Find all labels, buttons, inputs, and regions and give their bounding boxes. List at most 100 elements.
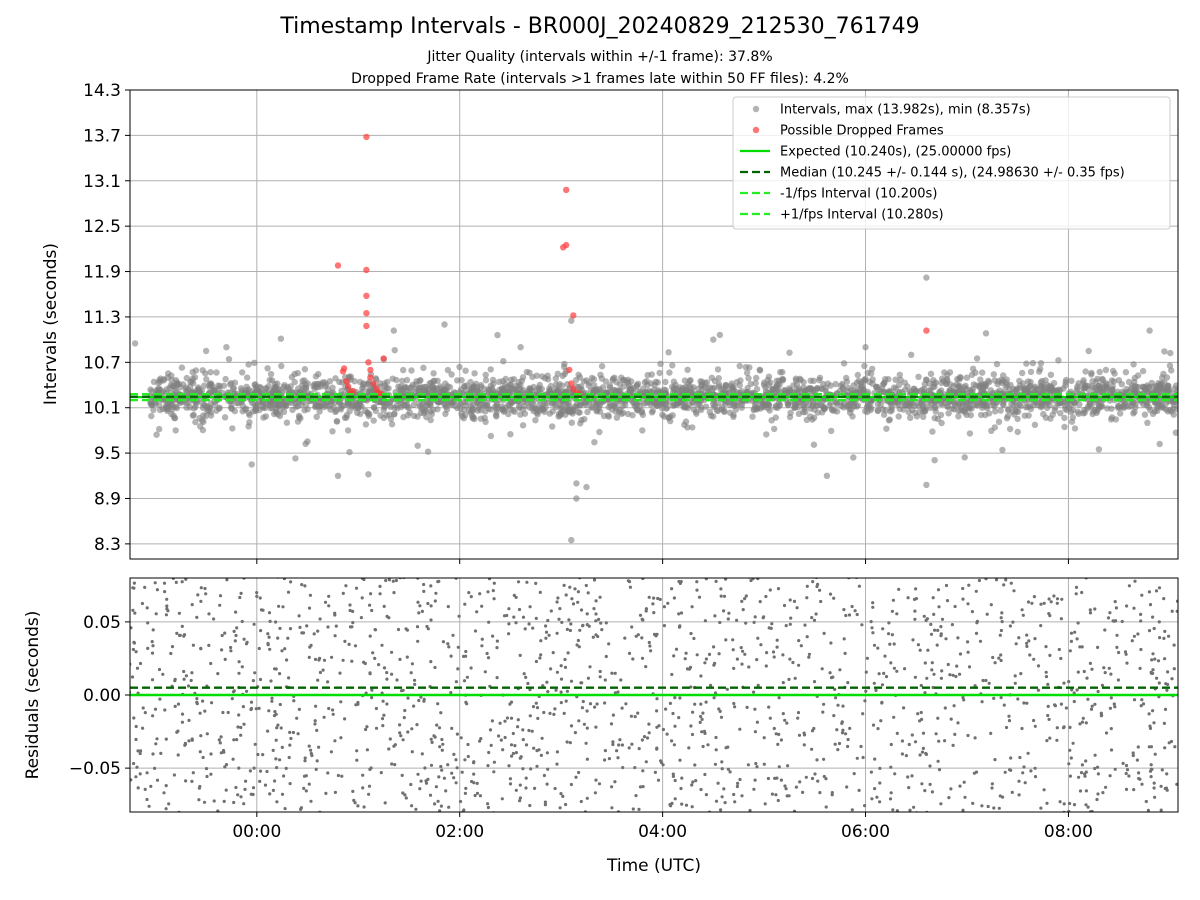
- residual-point: [201, 699, 205, 703]
- interval-point: [354, 409, 361, 416]
- interval-point: [155, 386, 162, 393]
- residual-point: [289, 736, 293, 741]
- residual-point: [670, 739, 674, 743]
- residual-point: [317, 658, 321, 662]
- residual-point: [881, 627, 885, 631]
- interval-point: [568, 419, 575, 426]
- residual-point: [344, 584, 348, 588]
- dropped-frame-point: [334, 262, 342, 269]
- residual-point: [594, 599, 598, 603]
- interval-point: [556, 390, 563, 397]
- residual-point: [410, 727, 414, 731]
- interval-point: [752, 380, 759, 387]
- residual-point: [326, 771, 330, 775]
- residuals-panel: −0.050.000.05 00:00 02:00 04:00 06:00 08:00 …: [23, 564, 1179, 876]
- interval-point: [213, 369, 220, 376]
- residual-point: [417, 611, 421, 615]
- residual-point: [380, 717, 385, 721]
- interval-point: [779, 368, 786, 376]
- interval-point: [156, 406, 164, 414]
- residual-point: [237, 766, 241, 770]
- residual-point: [486, 656, 491, 660]
- residual-point: [598, 595, 602, 599]
- dropped-frame-point: [93, 389, 99, 395]
- residual-point: [110, 740, 113, 743]
- residual-point: [134, 775, 138, 779]
- residual-point: [766, 776, 771, 781]
- interval-point: [1166, 362, 1174, 369]
- residual-point: [333, 634, 337, 638]
- interval-point: [901, 402, 909, 409]
- residual-point: [509, 716, 514, 720]
- residual-point: [512, 615, 516, 619]
- residual-point: [652, 611, 656, 615]
- residual-point: [429, 618, 433, 622]
- interval-point: [693, 410, 700, 417]
- residual-point: [327, 604, 331, 608]
- residual-point: [66, 747, 69, 750]
- interval-point: [226, 381, 234, 388]
- residual-point: [845, 785, 849, 789]
- residual-point: [434, 785, 438, 789]
- residual-point: [1093, 753, 1097, 757]
- residual-point: [524, 743, 529, 747]
- residual-point: [1018, 755, 1022, 760]
- residual-point: [998, 633, 1002, 637]
- residual-point: [674, 647, 679, 651]
- interval-point: [389, 375, 396, 382]
- dropped-frame-point: [344, 383, 352, 390]
- interval-point: [1125, 403, 1132, 410]
- residual-point: [146, 646, 150, 651]
- legend-label: +1/fps Interval (10.280s): [780, 208, 944, 223]
- residual-point: [241, 566, 244, 569]
- residual-point: [356, 804, 360, 808]
- residual-point: [560, 620, 564, 625]
- residual-point: [1101, 819, 1104, 822]
- legend-item: -1/fps Interval (10.200s): [740, 187, 937, 202]
- residual-point: [536, 716, 540, 721]
- residual-point: [351, 621, 355, 625]
- interval-point: [883, 425, 890, 432]
- interval-point: [1154, 407, 1161, 414]
- interval-point: [1115, 404, 1122, 411]
- residual-point: [759, 643, 763, 647]
- interval-point: [1051, 407, 1059, 414]
- residual-point: [912, 805, 916, 809]
- interval-point: [437, 385, 444, 392]
- residual-point: [940, 669, 944, 673]
- interval-point: [892, 385, 900, 392]
- interval-point: [1004, 412, 1012, 420]
- residual-point: [594, 778, 598, 782]
- residual-point: [1075, 688, 1079, 692]
- residual-point: [1132, 634, 1136, 638]
- interval-point: [598, 375, 605, 382]
- dropped-frame-point: [91, 383, 97, 389]
- interval-point: [388, 421, 396, 428]
- residual-point: [620, 743, 625, 747]
- interval-point: [292, 455, 299, 462]
- residual-point: [204, 767, 209, 771]
- residual-point: [258, 677, 263, 682]
- residual-point: [680, 776, 684, 780]
- residual-point: [991, 655, 995, 660]
- residual-point: [1021, 613, 1025, 617]
- interval-point: [524, 399, 532, 407]
- interval-point: [568, 536, 575, 544]
- residual-point: [187, 718, 191, 723]
- residual-point: [870, 626, 874, 630]
- residual-point: [1055, 597, 1060, 601]
- legend-item: Expected (10.240s), (25.00000 fps): [740, 145, 1011, 160]
- residual-point: [1062, 681, 1066, 685]
- residual-point: [1026, 751, 1030, 755]
- residual-point: [223, 657, 227, 662]
- residual-point: [258, 769, 263, 773]
- residual-point: [797, 733, 802, 737]
- interval-point: [1117, 410, 1124, 417]
- residual-point: [618, 738, 622, 742]
- residual-point: [545, 782, 549, 786]
- residual-point: [1016, 564, 1019, 567]
- residual-point: [315, 728, 319, 733]
- residual-point: [574, 775, 578, 779]
- residual-point: [399, 573, 402, 576]
- residual-point: [603, 749, 608, 753]
